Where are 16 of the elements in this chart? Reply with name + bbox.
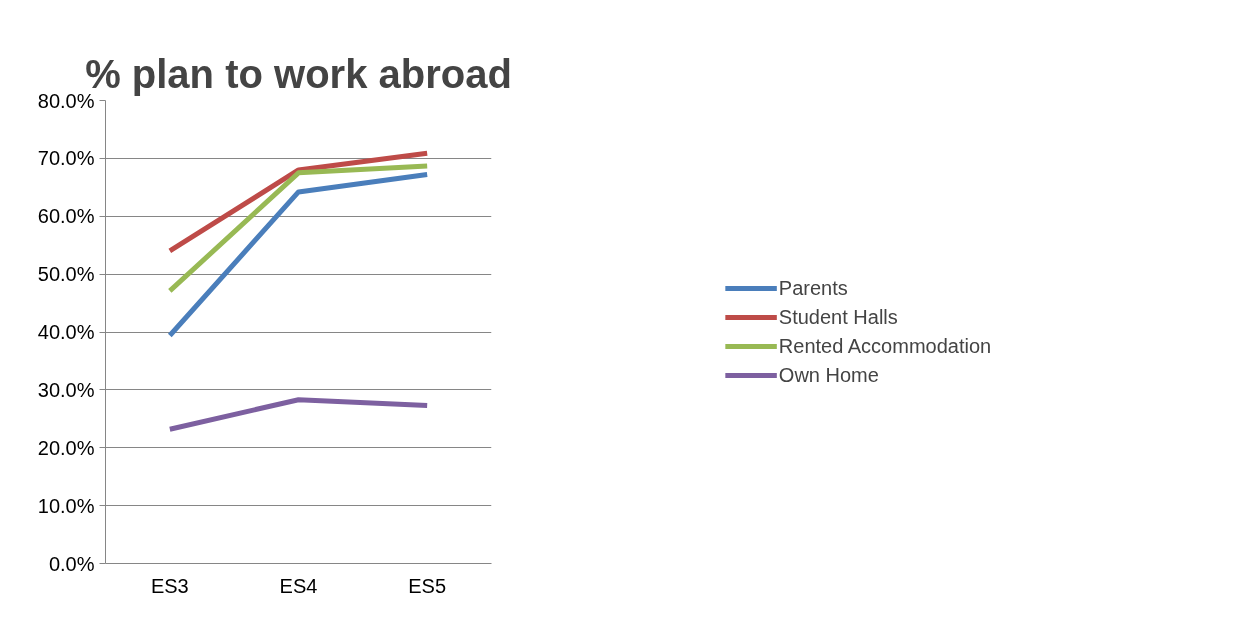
x-tick-label: ES4 [279, 574, 318, 597]
y-tick-label: 40.0% [37, 321, 95, 343]
y-tick-label: 20.0% [37, 436, 95, 459]
y-tick-label: 10.0% [37, 494, 95, 517]
legend-label: Parents [778, 276, 848, 300]
legend-label: Rented Accommodation [778, 334, 992, 358]
x-tick-label: ES3 [150, 574, 189, 597]
legend-label: Own Home [778, 363, 879, 387]
y-tick-label: 80.0% [37, 89, 95, 112]
legend-label: Student Halls [778, 305, 898, 329]
y-tick-label: 50.0% [37, 263, 95, 286]
y-tick-label: 0.0% [48, 552, 95, 575]
y-tick-label: 30.0% [37, 378, 95, 401]
y-tick-label: 70.0% [37, 147, 95, 170]
x-tick-label: ES5 [408, 574, 447, 597]
y-tick-label: 60.0% [37, 205, 95, 228]
